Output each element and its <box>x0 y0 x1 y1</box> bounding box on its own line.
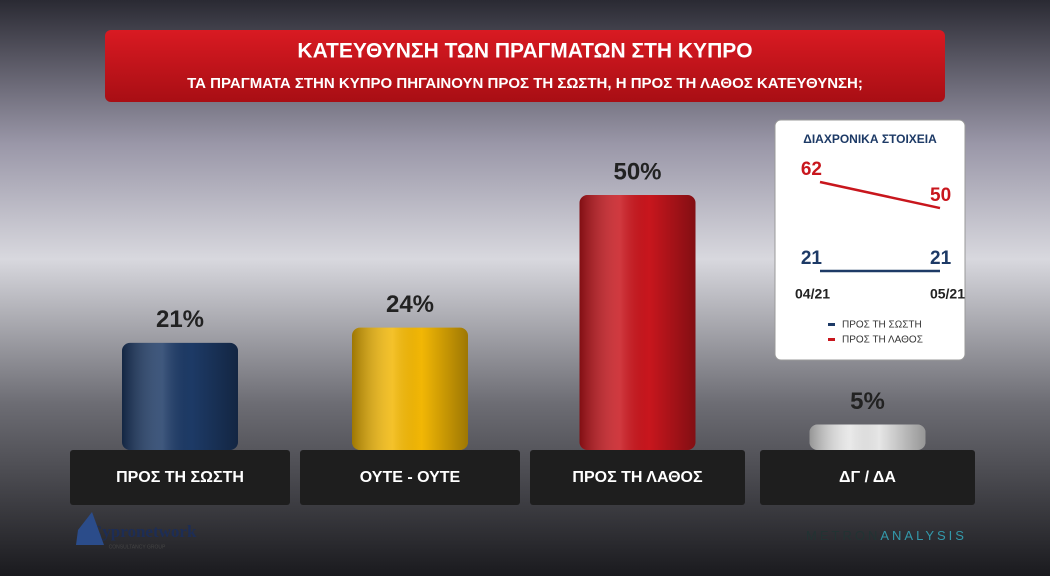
bar-shade <box>122 342 238 450</box>
value-label: 50% <box>613 158 661 185</box>
legend-label: ΠΡΟΣ ΤΗ ΣΩΣΤΗ <box>842 320 922 331</box>
logo-right: METRONANALYSIS <box>806 528 967 543</box>
category-label: ΠΡΟΣ ΤΗ ΣΩΣΤΗ <box>116 469 244 486</box>
bar-shade <box>809 424 926 450</box>
title: ΚΑΤΕΥΘΥΝΣΗ ΤΩΝ ΠΡΑΓΜΑΤΩΝ ΣΤΗ ΚΥΠΡΟ <box>297 40 752 63</box>
bar-shade <box>579 195 696 450</box>
value-label: 24% <box>386 291 434 318</box>
legend-swatch <box>828 338 835 341</box>
series-line <box>819 180 941 210</box>
logo-left: Cypronetwork <box>90 522 197 541</box>
category-box <box>530 450 745 505</box>
inset-panel <box>774 119 966 361</box>
category-box <box>300 450 520 505</box>
logo-right-a: METRON <box>806 528 880 543</box>
legend-label: ΠΡΟΣ ΤΗ ΛΑΘΟΣ <box>842 335 923 346</box>
value-label: 21% <box>156 306 204 333</box>
category-box <box>760 450 975 505</box>
category-label: ΔΓ / ΔΑ <box>839 469 896 486</box>
title-banner <box>105 30 945 102</box>
inset-title: ΔΙΑΧΡΟΝΙΚΑ ΣΤΟΙΧΕΙΑ <box>803 132 937 146</box>
legend-swatch <box>828 323 835 326</box>
logo-right-b: ANALYSIS <box>880 528 967 543</box>
bar-shade <box>352 327 468 450</box>
point-label: 21 <box>930 248 952 269</box>
point-label: 21 <box>801 248 823 269</box>
value-label: 5% <box>850 388 885 415</box>
point-label: 50 <box>930 185 951 206</box>
point-label: 62 <box>801 159 822 180</box>
logo-icon <box>76 512 104 545</box>
x-tick-label: 04/21 <box>795 286 830 302</box>
logo-left-sub: CONSULTANCY GROUP <box>109 544 166 550</box>
x-tick-label: 05/21 <box>930 286 965 302</box>
category-label: ΠΡΟΣ ΤΗ ΛΑΘΟΣ <box>572 469 703 486</box>
subtitle: ΤΑ ΠΡΑΓΜΑΤΑ ΣΤΗΝ ΚΥΠΡΟ ΠΗΓΑΙΝΟΥΝ ΠΡΟΣ ΤΗ… <box>187 75 863 92</box>
category-box <box>70 450 290 505</box>
category-label: ΟΥΤΕ - ΟΥΤΕ <box>360 469 461 486</box>
